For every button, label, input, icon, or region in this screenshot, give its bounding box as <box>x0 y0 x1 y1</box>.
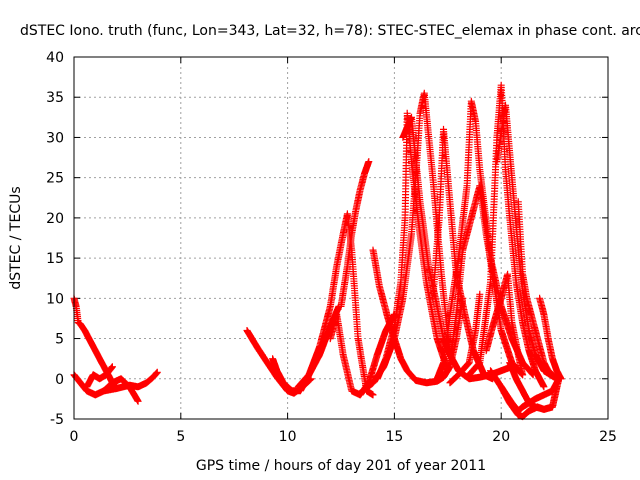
series-3 <box>100 368 161 395</box>
series-2 <box>83 363 116 391</box>
y-tick-label: -5 <box>50 412 64 428</box>
data-point-markers <box>294 210 377 399</box>
data-point-markers <box>337 158 373 310</box>
y-tick-label: 40 <box>46 50 64 66</box>
series-11 <box>373 109 452 383</box>
x-tick-label: 10 <box>279 429 297 445</box>
data-point-markers <box>100 368 161 395</box>
y-tick-label: 25 <box>46 171 64 187</box>
series-22 <box>536 294 565 383</box>
plot-frame <box>73 56 609 420</box>
series-8 <box>337 158 373 310</box>
y-tick-label: 0 <box>55 372 64 388</box>
y-tick-label: 20 <box>46 211 64 227</box>
axis-ticks: 0 5 10 15 20 25 -5 0 5 10 15 20 25 30 35 40 <box>46 50 617 445</box>
data-point-markers <box>514 198 565 383</box>
x-axis-label: GPS time / hours of day 201 of year 2011 <box>196 458 486 474</box>
series-6 <box>294 210 377 399</box>
data-point-markers <box>83 363 116 391</box>
data-point-markers <box>446 182 527 379</box>
x-tick-label: 0 <box>70 429 79 445</box>
x-tick-label: 5 <box>176 429 185 445</box>
series-17 <box>465 81 548 391</box>
y-axis-label: dSTEC / TECUs <box>8 186 24 289</box>
data-point-markers <box>373 109 452 383</box>
data-point-markers <box>482 270 527 379</box>
x-tick-label: 15 <box>385 429 403 445</box>
data-series <box>70 81 565 421</box>
y-tick-label: 5 <box>55 332 64 348</box>
y-tick-label: 35 <box>46 90 64 106</box>
data-point-markers <box>536 294 565 383</box>
x-tick-label: 25 <box>599 429 617 445</box>
y-tick-label: 15 <box>46 251 64 267</box>
y-tick-label: 10 <box>46 291 64 307</box>
data-point-markers <box>465 81 548 391</box>
x-tick-label: 20 <box>492 429 510 445</box>
series-24 <box>482 270 527 379</box>
data-point-markers <box>446 290 484 387</box>
series-15 <box>446 182 527 379</box>
series-21 <box>506 359 563 413</box>
series-23 <box>514 198 565 383</box>
chart-title: dSTEC Iono. truth (func, Lon=343, Lat=32… <box>20 23 640 39</box>
y-tick-label: 30 <box>46 130 64 146</box>
data-point-markers <box>506 359 563 413</box>
series-16 <box>446 290 484 387</box>
